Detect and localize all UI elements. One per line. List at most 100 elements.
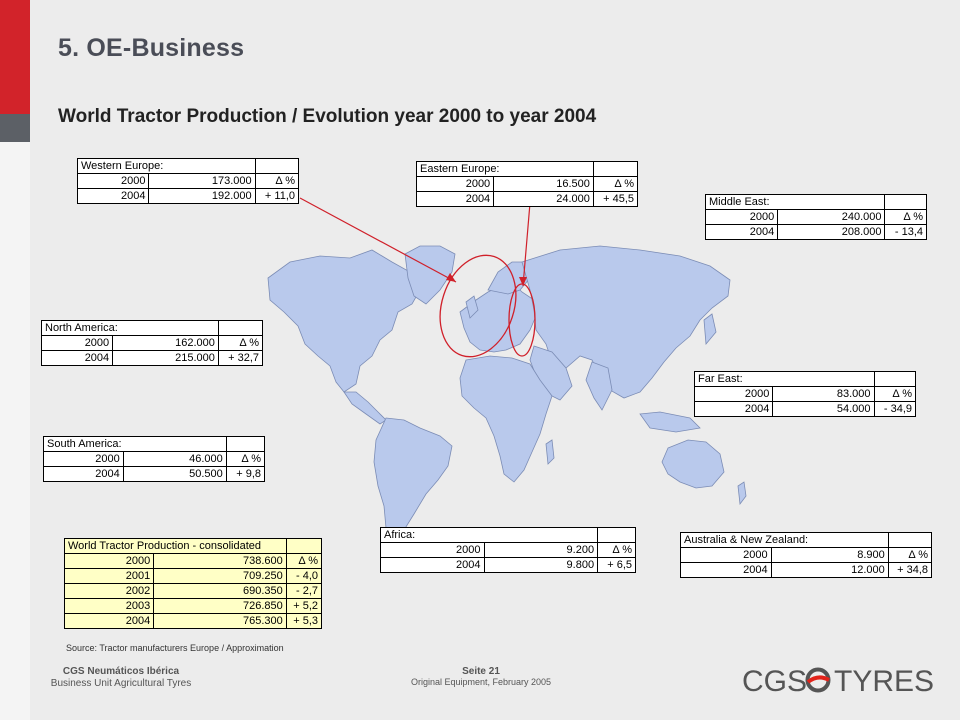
- north-america-shape: [267, 249, 421, 393]
- japan-shape: [703, 313, 717, 346]
- delta-header: Δ %: [884, 209, 927, 225]
- year-cell: 2000: [40, 335, 114, 351]
- delta-header: Δ %: [887, 547, 933, 563]
- delta-header: Δ %: [217, 335, 264, 351]
- north-america-table: North America: 2000 162.000 Δ % 2004 215.00…: [40, 320, 264, 366]
- australia-table: Australia & New Zealand: 2000 8.900 Δ % 20…: [680, 532, 933, 578]
- year-cell: 2004: [415, 191, 495, 207]
- footer-company: CGS Neumáticos Ibérica: [62, 666, 180, 677]
- region-name: Western Europe:: [77, 158, 256, 174]
- year-cell: 2004: [63, 613, 155, 629]
- value-cell: 765.300: [153, 613, 287, 629]
- eastern-europe-table: Eastern Europe: 2000 16.500 Δ % 2004 24.000…: [415, 161, 639, 207]
- year-cell: 2004: [380, 557, 485, 573]
- value-cell: 215.000: [112, 350, 219, 366]
- value-cell: 240.000: [777, 209, 886, 225]
- value-cell: 83.000: [772, 386, 875, 402]
- year-cell: 2000: [415, 176, 495, 192]
- brand-dark-block: [0, 114, 30, 142]
- delta-cell: + 9,8: [225, 466, 266, 482]
- year-cell: 2000: [43, 451, 124, 467]
- eastern-europe-highlight: [508, 283, 536, 357]
- western-europe-highlight: [439, 254, 517, 358]
- delta-header: Δ %: [597, 542, 636, 558]
- delta-cell: + 32,7: [217, 350, 264, 366]
- value-cell: 738.600: [153, 553, 287, 569]
- value-cell: 208.000: [777, 224, 886, 240]
- region-name: Australia & New Zealand:: [680, 532, 889, 548]
- region-name: North America:: [41, 320, 219, 336]
- region-name: South America:: [43, 436, 227, 452]
- value-cell: 12.000: [770, 562, 889, 578]
- south-america-table: South America: 2000 46.000 Δ % 2004 50.500 +…: [43, 436, 266, 482]
- value-cell: 726.850: [153, 598, 287, 614]
- delta-cell: + 5,2: [285, 598, 323, 614]
- consolidated-table: World Tractor Production - consolidated …: [63, 538, 323, 629]
- new-zealand-shape: [737, 481, 747, 506]
- logo-text-left: CGS: [742, 665, 807, 698]
- delta-header: Δ %: [254, 173, 300, 189]
- greenland-shape: [404, 245, 456, 305]
- value-cell: 709.250: [153, 568, 287, 584]
- delta-cell: + 5,3: [285, 613, 323, 629]
- year-cell: 2004: [76, 188, 150, 204]
- brand-red-block: [0, 0, 30, 114]
- value-cell: 9.800: [483, 557, 599, 573]
- africa-shape: [459, 355, 553, 483]
- delta-header: Δ %: [592, 176, 639, 192]
- section-title: 5. OE-Business: [58, 34, 245, 62]
- region-name: Middle East:: [704, 194, 886, 210]
- value-cell: 16.500: [493, 176, 594, 192]
- value-cell: 50.500: [122, 466, 227, 482]
- delta-cell: + 11,0: [254, 188, 300, 204]
- madagascar-shape: [545, 439, 555, 465]
- logo-swoosh: [806, 675, 830, 684]
- footer-page: Seite 21: [462, 666, 500, 677]
- value-cell: 24.000: [493, 191, 594, 207]
- year-cell: 2000: [63, 553, 155, 569]
- value-cell: 192.000: [148, 188, 256, 204]
- value-cell: 9.200: [483, 542, 599, 558]
- value-cell: 54.000: [772, 401, 875, 417]
- year-cell: 2004: [704, 224, 779, 240]
- delta-cell: - 34,9: [873, 401, 916, 417]
- cgs-tyres-logo: CGS TYRES: [742, 665, 934, 698]
- year-cell: 2004: [693, 401, 774, 417]
- central-america-shape: [343, 391, 387, 425]
- delta-header: Δ %: [285, 553, 323, 569]
- india-shape: [585, 361, 613, 411]
- slide-subtitle: World Tractor Production / Evolution yea…: [58, 106, 597, 127]
- australia-shape: [661, 439, 725, 489]
- region-name: Eastern Europe:: [416, 161, 594, 177]
- delta-header: Δ %: [225, 451, 266, 467]
- footer-page-block: Seite 21 Original Equipment, February 20…: [396, 666, 566, 688]
- asia-shape: [521, 245, 731, 399]
- year-cell: 2004: [680, 562, 772, 578]
- consolidated-title: World Tractor Production - consolidated: [64, 538, 287, 554]
- year-cell: 2004: [43, 466, 124, 482]
- value-cell: 8.900: [770, 547, 889, 563]
- year-cell: 2000: [693, 386, 774, 402]
- delta-cell: + 45,5: [592, 191, 639, 207]
- middle-east-shape: [529, 345, 573, 401]
- year-cell: 2003: [63, 598, 155, 614]
- logo-text-right: TYRES: [834, 665, 934, 698]
- footer-company-block: CGS Neumáticos Ibérica Business Unit Agr…: [36, 666, 206, 690]
- footer-doc: Original Equipment, February 2005: [410, 677, 552, 687]
- delta-header: Δ %: [873, 386, 916, 402]
- year-cell: 2000: [704, 209, 779, 225]
- delta-cell: - 2,7: [285, 583, 323, 599]
- value-cell: 46.000: [122, 451, 227, 467]
- value-cell: 173.000: [148, 173, 256, 189]
- source-note: Source: Tractor manufacturers Europe / A…: [66, 643, 284, 653]
- year-cell: 2000: [380, 542, 485, 558]
- region-name: Far East:: [694, 371, 875, 387]
- delta-cell: - 4,0: [285, 568, 323, 584]
- footer-unit: Business Unit Agricultural Tyres: [50, 678, 192, 689]
- year-cell: 2000: [76, 173, 150, 189]
- middle-east-table: Middle East: 2000 240.000 Δ % 2004 208.000-…: [704, 194, 927, 240]
- far-east-table: Far East: 2000 83.000 Δ % 2004 54.000- 34,9: [693, 371, 916, 417]
- delta-cell: + 6,5: [597, 557, 636, 573]
- region-name: Africa:: [379, 527, 599, 543]
